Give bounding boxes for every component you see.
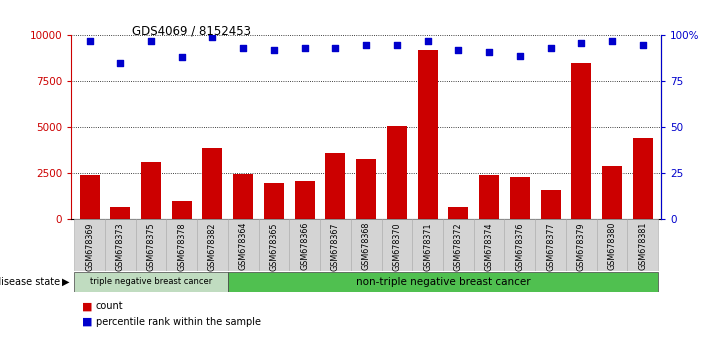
Text: ▶: ▶ [62,277,70,287]
Text: GSM678379: GSM678379 [577,222,586,271]
Bar [136,219,166,271]
Point [606,38,618,44]
Point [114,60,126,66]
Point [637,42,648,47]
Text: GSM678373: GSM678373 [116,222,124,270]
Bar [197,219,228,271]
Point [483,49,495,55]
Bar [110,207,130,219]
Text: GSM678377: GSM678377 [546,222,555,271]
Point [576,40,587,46]
Point [84,38,95,44]
Text: GSM678381: GSM678381 [638,222,647,270]
Bar [417,50,438,219]
Point [237,45,249,51]
Text: GSM678374: GSM678374 [485,222,493,270]
Text: GSM678370: GSM678370 [392,222,402,270]
Bar [320,219,351,271]
Bar [326,153,346,219]
Text: GSM678365: GSM678365 [269,222,279,270]
Bar [474,219,505,271]
Text: GSM678366: GSM678366 [300,222,309,270]
Bar [228,272,658,292]
Bar [387,126,407,219]
Bar [203,148,223,219]
Bar [172,201,192,219]
Text: GSM678369: GSM678369 [85,222,94,270]
Point [514,53,525,58]
Bar [166,219,197,271]
Point [360,42,372,47]
Point [268,47,279,53]
Text: GDS4069 / 8152453: GDS4069 / 8152453 [132,25,250,38]
Text: triple negative breast cancer: triple negative breast cancer [90,277,212,286]
Point [391,42,402,47]
Text: GSM678367: GSM678367 [331,222,340,270]
Text: count: count [96,301,124,311]
Bar [602,166,622,219]
Point [545,45,556,51]
Text: percentile rank within the sample: percentile rank within the sample [96,317,261,327]
Text: disease state: disease state [0,277,60,287]
Bar [479,175,499,219]
Bar [412,219,443,271]
Bar [356,159,376,219]
Point [145,38,156,44]
Text: GSM678380: GSM678380 [608,222,616,270]
Bar [259,219,289,271]
Bar [443,219,474,271]
Text: non-triple negative breast cancer: non-triple negative breast cancer [356,277,530,287]
Bar [449,207,469,219]
Text: GSM678382: GSM678382 [208,222,217,270]
Point [453,47,464,53]
Bar [572,63,592,219]
Point [176,55,188,60]
Bar [74,272,228,292]
Text: GSM678371: GSM678371 [423,222,432,270]
Bar [228,219,259,271]
Text: ■: ■ [82,317,92,327]
Bar [264,183,284,219]
Bar [289,219,320,271]
Text: ■: ■ [82,301,92,311]
Bar [510,177,530,219]
Bar [505,219,535,271]
Bar [535,219,566,271]
Text: GSM678364: GSM678364 [239,222,247,270]
Bar [566,219,597,271]
Text: GSM678378: GSM678378 [177,222,186,270]
Bar [141,162,161,219]
Point [207,34,218,40]
Point [330,45,341,51]
Bar [597,219,627,271]
Bar [294,181,315,219]
Bar [80,175,100,219]
Text: GSM678372: GSM678372 [454,222,463,271]
Bar [105,219,136,271]
Text: GSM678368: GSM678368 [362,222,370,270]
Point [422,38,433,44]
Text: GSM678376: GSM678376 [515,222,524,270]
Bar [351,219,382,271]
Bar [633,138,653,219]
Bar [382,219,412,271]
Bar [627,219,658,271]
Point [299,45,311,51]
Text: GSM678375: GSM678375 [146,222,156,271]
Bar [540,190,560,219]
Bar [74,219,105,271]
Bar [233,175,253,219]
